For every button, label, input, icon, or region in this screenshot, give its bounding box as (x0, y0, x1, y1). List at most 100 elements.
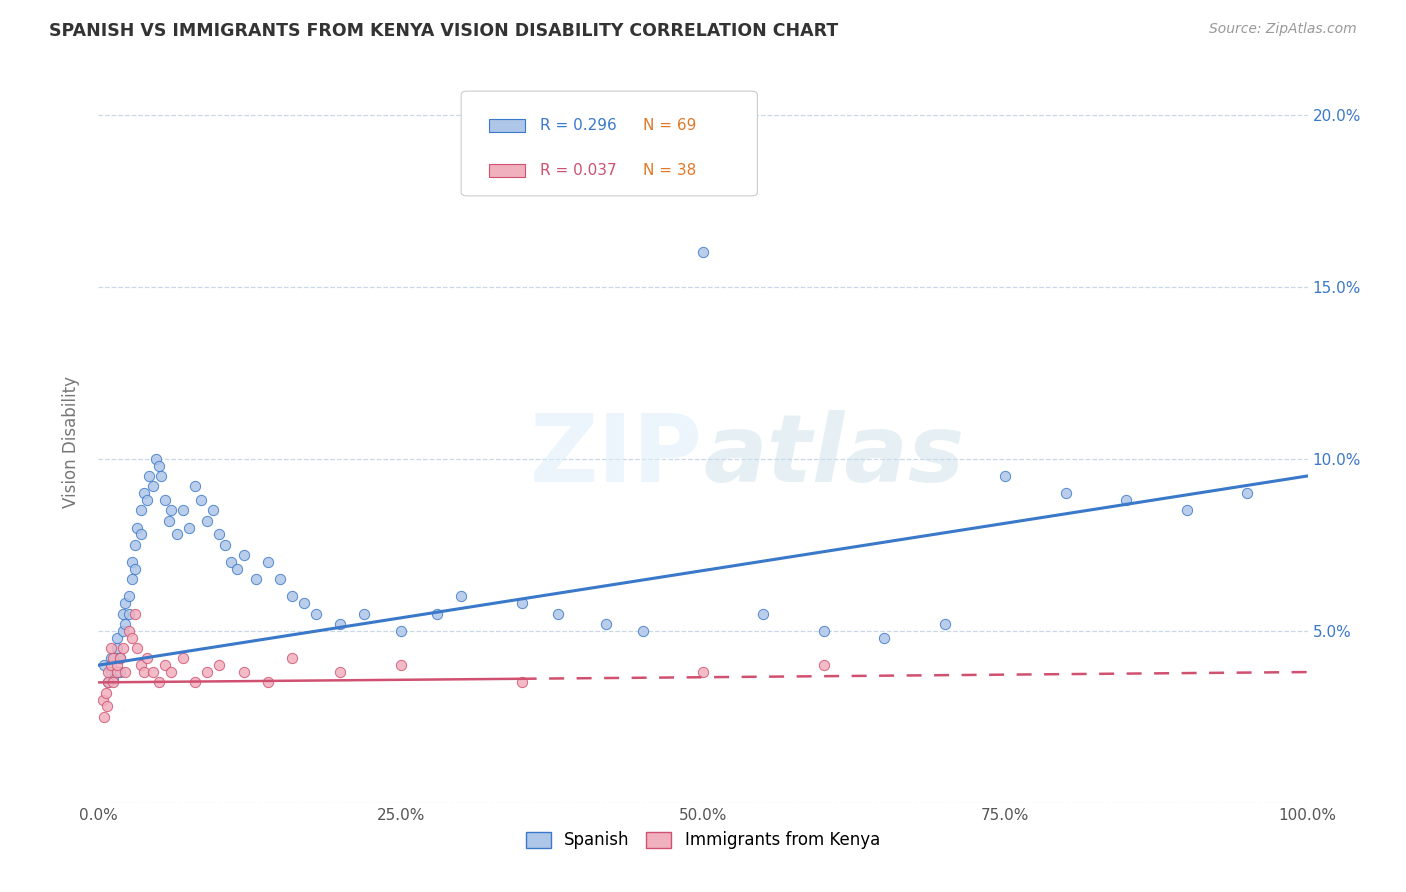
Point (292, 596, 315, 610)
Point (138, 469, 160, 483)
Point (813, 624, 835, 638)
Point (1175, 503, 1198, 517)
Point (101, 651, 124, 665)
Point (994, 469, 1017, 483)
Text: SPANISH VS IMMIGRANTS FROM KENYA VISION DISABILITY CORRELATION CHART: SPANISH VS IMMIGRANTS FROM KENYA VISION … (49, 22, 838, 40)
Point (97, 675, 120, 690)
Point (813, 658, 835, 673)
Point (124, 538, 146, 552)
Point (100, 658, 122, 673)
Point (134, 486, 156, 500)
Point (153, 658, 176, 673)
Point (121, 555, 143, 569)
Point (873, 631, 896, 645)
Point (129, 527, 152, 541)
Point (134, 665, 156, 679)
Point (208, 527, 231, 541)
Point (93, 710, 115, 724)
Point (127, 520, 149, 534)
Legend: Spanish, Immigrants from Kenya: Spanish, Immigrants from Kenya (519, 824, 887, 856)
Point (127, 640, 149, 655)
Point (129, 658, 152, 673)
Point (1115, 493, 1137, 508)
Text: N = 69: N = 69 (643, 119, 696, 134)
Point (105, 665, 128, 679)
Point (100, 665, 122, 679)
Text: ZIP: ZIP (530, 410, 703, 502)
Point (124, 607, 146, 621)
Point (214, 538, 236, 552)
Point (160, 665, 183, 679)
Point (108, 665, 131, 679)
Point (595, 616, 617, 631)
Point (114, 596, 136, 610)
Point (111, 624, 134, 638)
Point (118, 590, 141, 604)
Point (353, 607, 375, 621)
Point (934, 616, 956, 631)
Point (94, 686, 117, 700)
Point (1054, 486, 1077, 500)
Point (148, 675, 170, 690)
Point (101, 672, 124, 686)
Text: N = 38: N = 38 (643, 163, 696, 178)
Point (510, 596, 533, 610)
Point (426, 607, 449, 621)
Point (245, 572, 267, 586)
Point (101, 675, 124, 690)
Point (153, 493, 176, 508)
Point (179, 520, 201, 534)
Point (114, 665, 136, 679)
Point (256, 675, 278, 690)
Point (184, 479, 207, 493)
Point (232, 548, 254, 562)
Point (121, 572, 143, 586)
Point (105, 640, 128, 655)
Point (150, 469, 173, 483)
Point (172, 651, 194, 665)
Point (281, 651, 304, 665)
Point (281, 590, 304, 604)
Point (166, 527, 188, 541)
Point (510, 675, 533, 690)
Point (142, 665, 165, 679)
Point (208, 658, 231, 673)
Point (256, 555, 278, 569)
Point (450, 590, 472, 604)
Point (202, 503, 225, 517)
Point (305, 607, 328, 621)
Point (389, 624, 412, 638)
Point (547, 607, 569, 621)
Point (135, 651, 157, 665)
Point (129, 503, 152, 517)
Point (160, 503, 183, 517)
Point (118, 607, 141, 621)
Point (118, 624, 141, 638)
Point (97, 665, 120, 679)
Point (108, 651, 131, 665)
Point (389, 658, 412, 673)
Point (91, 692, 114, 706)
Point (108, 651, 131, 665)
Text: atlas: atlas (703, 410, 965, 502)
Point (172, 503, 194, 517)
Point (329, 616, 352, 631)
Point (692, 665, 714, 679)
Point (111, 607, 134, 621)
Point (184, 675, 207, 690)
Text: Source: ZipAtlas.com: Source: ZipAtlas.com (1209, 22, 1357, 37)
Point (124, 562, 146, 576)
Y-axis label: Vision Disability: Vision Disability (62, 376, 80, 508)
FancyBboxPatch shape (489, 164, 526, 178)
Point (121, 631, 143, 645)
Point (100, 640, 122, 655)
Point (142, 479, 165, 493)
Point (97, 675, 120, 690)
Point (114, 616, 136, 631)
Point (269, 572, 291, 586)
Text: R = 0.296: R = 0.296 (540, 119, 616, 134)
Point (100, 651, 122, 665)
FancyBboxPatch shape (489, 120, 526, 132)
FancyBboxPatch shape (461, 91, 758, 196)
Point (105, 631, 128, 645)
